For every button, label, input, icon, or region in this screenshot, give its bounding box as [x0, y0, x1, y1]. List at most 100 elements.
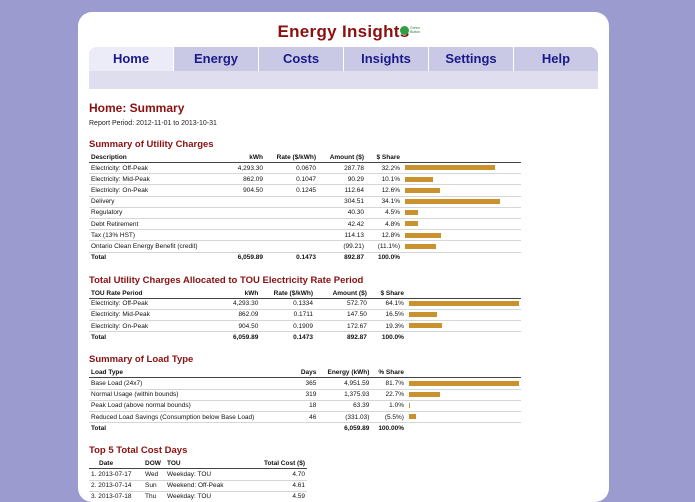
tab-help[interactable]: Help	[541, 51, 571, 66]
row-description: Electricity: Mid-Peak	[89, 173, 229, 186]
green-button-icon	[400, 26, 409, 35]
row-date: 1. 2013-07-17	[89, 468, 143, 481]
row-description: Electricity: On-Peak	[89, 320, 179, 333]
total-kwh: 6,059.89	[237, 254, 263, 262]
row-days: 319	[277, 389, 319, 401]
row-amount: 40.30	[318, 207, 366, 219]
total-rate: 0.1473	[296, 254, 316, 262]
col-kwh: kWh	[229, 153, 265, 163]
row-rate: 0.0670	[265, 162, 318, 175]
share-bar-cell	[405, 298, 521, 310]
row-share: 12.8%	[366, 229, 402, 242]
col-bar	[405, 368, 521, 379]
row-kwh	[229, 207, 265, 219]
col-load-type: Load Type	[89, 368, 278, 379]
row-dow: Wed	[143, 468, 165, 481]
row-description: Electricity: On-Peak	[89, 184, 229, 197]
tab-costs[interactable]: Costs	[259, 47, 344, 71]
col-kwh: kWh	[178, 288, 261, 299]
utility-charges-title: Summary of Utility Charges	[89, 139, 214, 150]
table-row: Peak Load (above normal bounds) 18 63.39 1.…	[89, 400, 521, 413]
table-row: Electricity: Off-Peak 4,293.30 0.1334 572.7…	[89, 298, 521, 310]
share-bar-cell	[405, 377, 521, 390]
row-amount: 304.51	[318, 196, 366, 208]
share-bar	[405, 165, 495, 171]
share-bar	[408, 392, 440, 397]
row-amount: 572.70	[315, 298, 369, 310]
row-share: 10.1%	[366, 173, 402, 186]
col-tou: TOU	[165, 459, 245, 470]
total-days	[277, 423, 318, 434]
total-share: 100.0%	[381, 333, 404, 341]
row-amount: 287.78	[318, 162, 366, 175]
row-cost: 4.59	[245, 491, 307, 502]
table-row: Reduced Load Savings (Consumption below …	[89, 411, 521, 424]
row-amount: 112.64	[318, 184, 366, 197]
row-rate	[265, 229, 318, 242]
row-kwh: 904.50	[178, 320, 261, 333]
total-rate: 0.1473	[293, 333, 314, 341]
tab-home[interactable]: Home	[89, 47, 174, 71]
table-header-row: TOU Rate Period kWh Rate ($/kWh) Amount …	[89, 288, 521, 299]
load-type-table: Load Type Days Energy (kWh) % Share Base…	[89, 368, 521, 433]
table-row: Electricity: On-Peak 904.50 0.1245 112.64 12…	[89, 184, 521, 197]
share-bar-cell	[405, 389, 521, 401]
col-rate: Rate ($/kWh)	[265, 153, 318, 163]
row-date: 2. 2013-07-14	[89, 480, 143, 492]
col-share: % Share	[371, 368, 406, 379]
row-description: Electricity: Off-Peak	[89, 162, 229, 175]
col-share: $ Share	[368, 288, 406, 299]
table-row: Ontario Clean Energy Benefit (credit) (99…	[89, 240, 521, 253]
row-share: 1.0%	[371, 400, 406, 413]
row-load-type: Peak Load (above normal bounds)	[89, 400, 278, 413]
summary-content: Home: Summary Report Period: 2012-11-01 …	[89, 101, 598, 502]
tab-energy[interactable]: Energy	[174, 47, 259, 71]
row-cost: 4.61	[245, 480, 307, 492]
total-label: Total	[91, 333, 107, 341]
row-energy: 4,951.59	[318, 377, 372, 390]
total-kwh: 6,059.89	[233, 333, 259, 341]
row-rate: 0.1711	[260, 309, 316, 322]
tab-settings[interactable]: Settings	[429, 47, 514, 71]
green-button-logo[interactable]: Green Button	[400, 26, 422, 36]
row-share: 4.8%	[366, 218, 402, 231]
table-header-row: Description kWh Rate ($/kWh) Amount ($) …	[89, 153, 521, 163]
total-bar-cell	[406, 332, 521, 343]
row-days: 46	[277, 411, 319, 424]
total-row: Total 6,059.89 0.1473 892.87 100.0%	[89, 252, 521, 263]
row-rate: 0.1909	[260, 320, 316, 333]
table-row: 1. 2013-07-17 Wed Weekday: TOU 4.70	[89, 468, 307, 481]
share-bar	[405, 232, 441, 238]
row-rate	[265, 207, 318, 219]
share-bar-cell	[405, 320, 521, 333]
col-total-cost: Total Cost ($)	[245, 459, 307, 470]
row-kwh: 904.50	[229, 184, 265, 197]
row-description: Debt Retirement	[89, 218, 229, 231]
app-title: Energy Insights	[277, 22, 410, 41]
col-rate: Rate ($/kWh)	[260, 288, 316, 299]
row-days: 18	[277, 400, 319, 413]
top-cost-days-title: Top 5 Total Cost Days	[89, 445, 188, 457]
col-days: Days	[277, 368, 319, 379]
row-amount: 172.67	[315, 320, 369, 333]
tab-insights[interactable]: Insights	[344, 47, 429, 71]
row-date: 3. 2013-07-18	[89, 491, 143, 502]
share-bar	[408, 301, 519, 307]
row-tou: Weekend: Off-Peak	[165, 480, 245, 492]
total-bar-cell	[402, 252, 521, 263]
row-rate	[265, 196, 318, 208]
utility-charges-table: Description kWh Rate ($/kWh) Amount ($) …	[89, 153, 521, 263]
row-energy: 63.39	[318, 400, 372, 413]
top-cost-days-table: Date DOW TOU Total Cost ($) 1. 2013-07-1…	[89, 459, 307, 502]
row-share: 12.6%	[366, 184, 402, 197]
tou-allocation-title: Total Utility Charges Allocated to TOU E…	[89, 274, 364, 286]
table-header-row: Load Type Days Energy (kWh) % Share	[89, 368, 521, 379]
row-kwh: 4,293.30	[229, 162, 265, 175]
total-bar-cell	[406, 423, 521, 434]
share-bar-cell	[402, 240, 521, 253]
total-amount: 892.87	[347, 333, 367, 341]
col-bar	[402, 153, 521, 163]
col-amount: Amount ($)	[315, 288, 369, 299]
table-row: Electricity: On-Peak 904.50 0.1909 172.67 19…	[89, 320, 521, 333]
row-kwh	[229, 196, 265, 208]
